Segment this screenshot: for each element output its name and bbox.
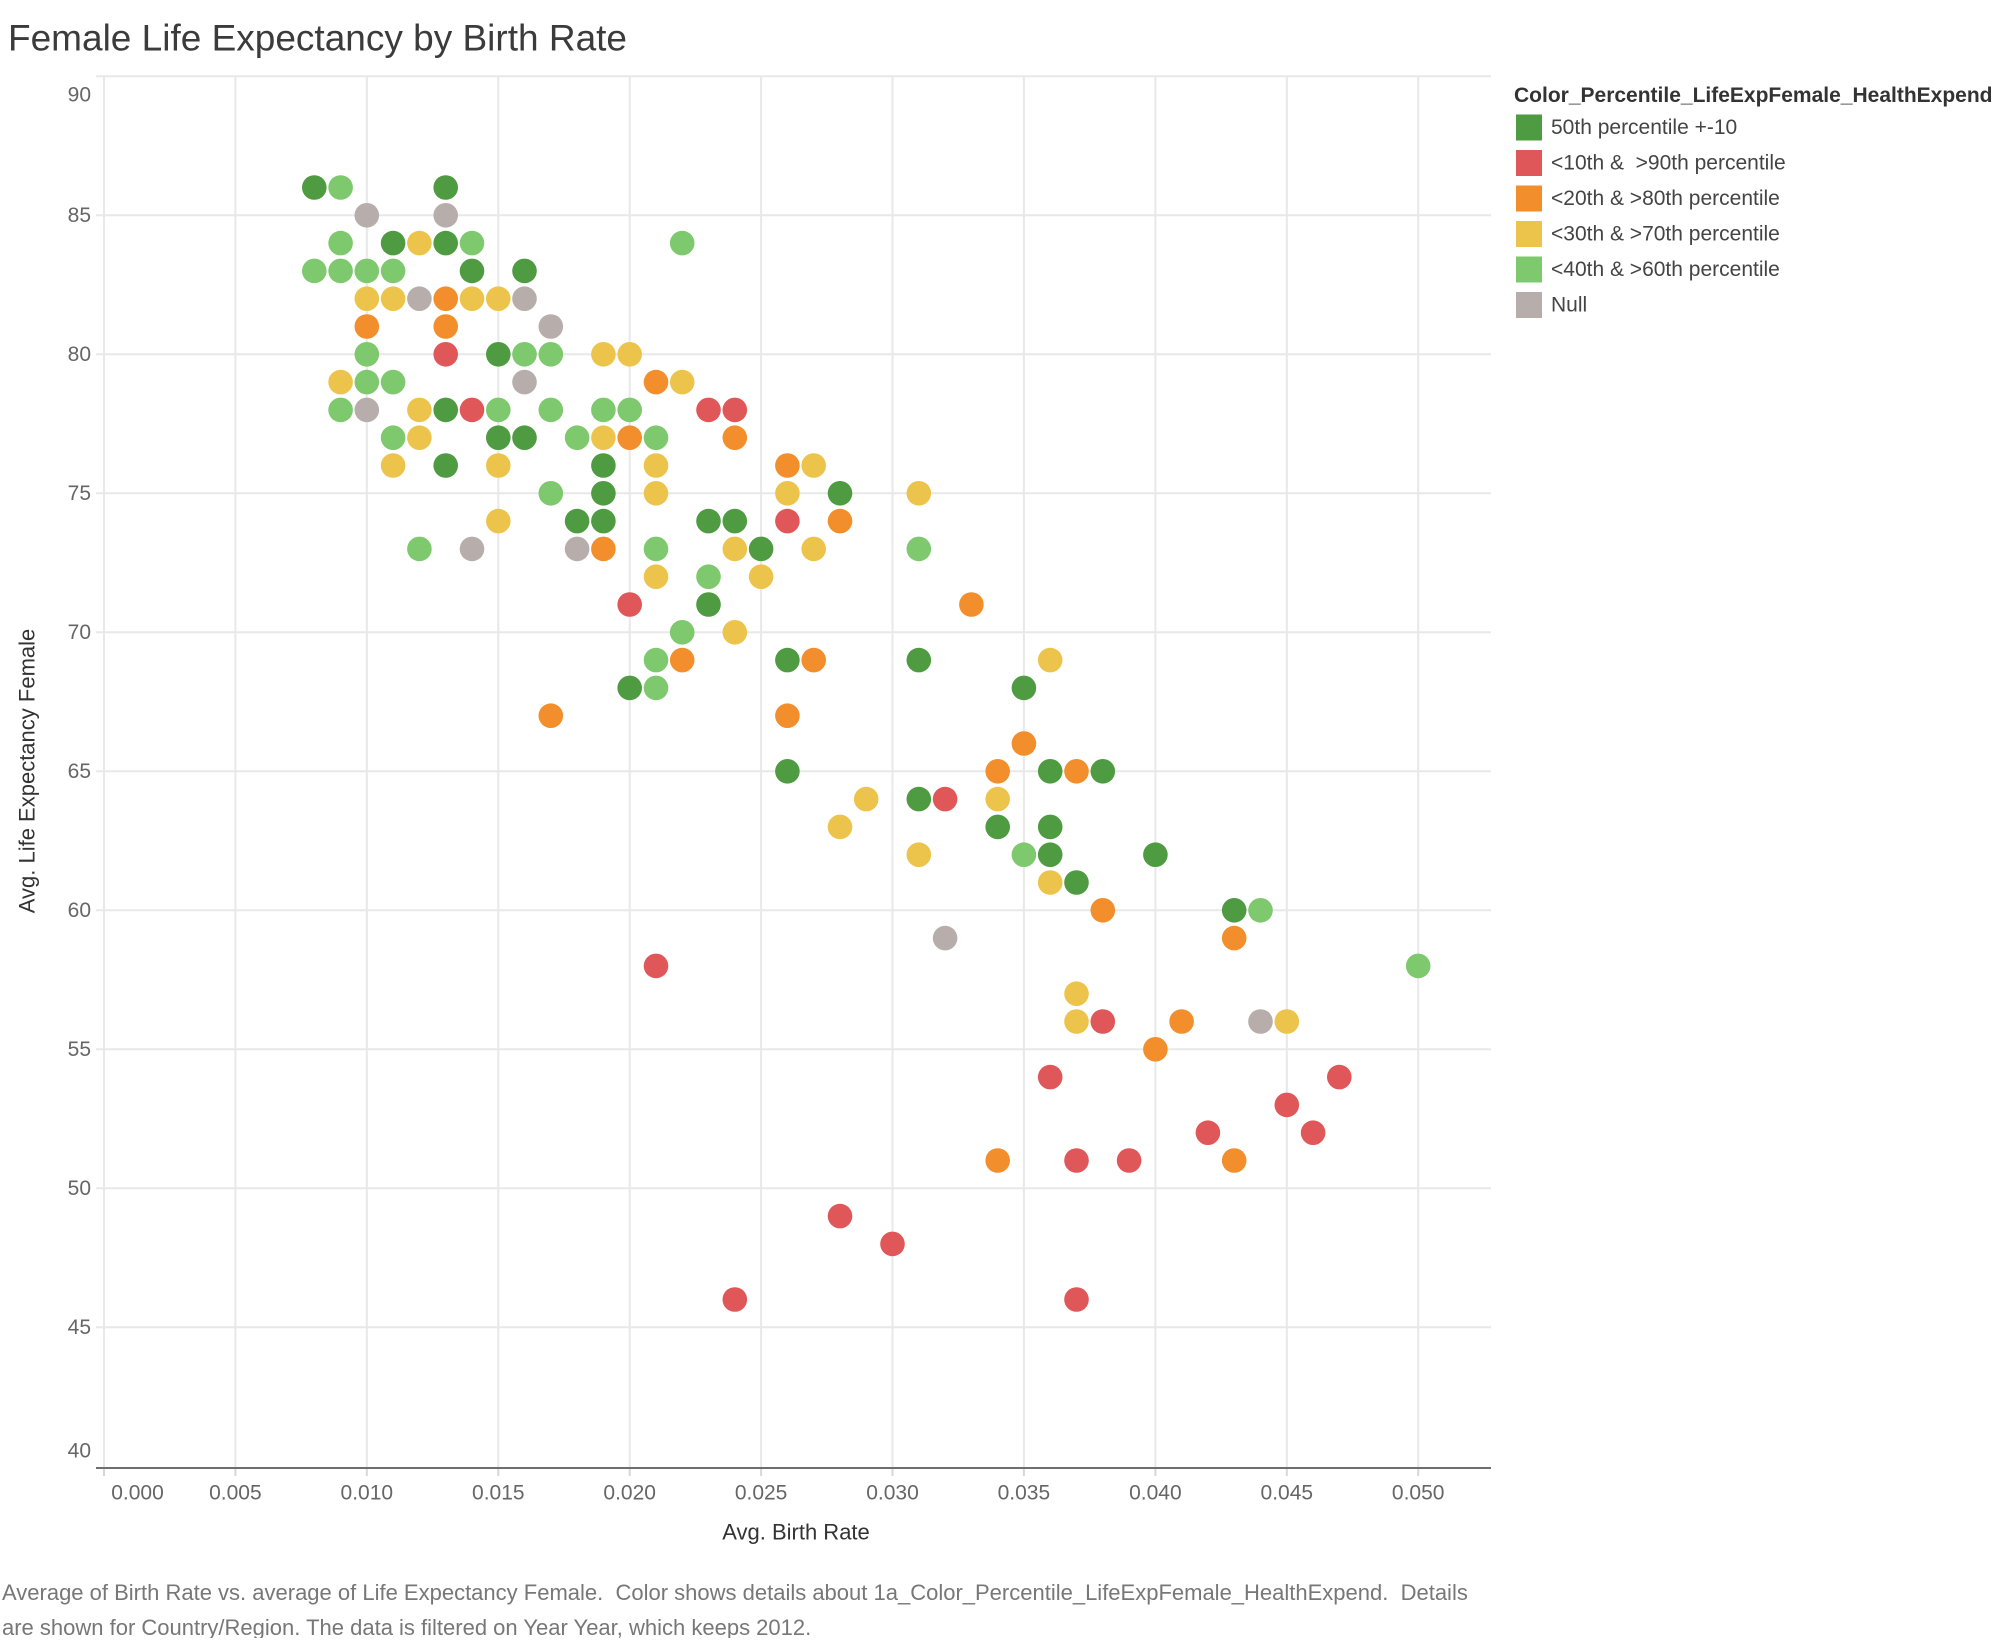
svg-text:0.030: 0.030: [866, 1482, 919, 1505]
svg-text:<30th & >70th percentile: <30th & >70th percentile: [1551, 223, 1780, 246]
svg-text:0.050: 0.050: [1392, 1482, 1445, 1505]
svg-text:0.035: 0.035: [998, 1482, 1051, 1505]
svg-text:75: 75: [68, 482, 91, 505]
svg-text:50th percentile +-10: 50th percentile +-10: [1551, 116, 1737, 139]
svg-text:45: 45: [68, 1316, 91, 1339]
svg-text:Avg. Life Expectancy Female: Avg. Life Expectancy Female: [15, 629, 40, 914]
svg-text:60: 60: [68, 899, 91, 922]
svg-text:are shown for Country/Region.: are shown for Country/Region. The data i…: [2, 1615, 811, 1638]
svg-text:80: 80: [68, 343, 91, 366]
svg-text:<10th & >90th percentile: <10th & >90th percentile: [1551, 152, 1786, 175]
svg-text:0.000: 0.000: [111, 1482, 164, 1505]
svg-text:<20th & >80th percentile: <20th & >80th percentile: [1551, 187, 1780, 210]
svg-text:90: 90: [68, 84, 91, 107]
svg-text:0.015: 0.015: [472, 1482, 525, 1505]
svg-text:70: 70: [68, 621, 91, 644]
svg-text:50: 50: [68, 1177, 91, 1200]
svg-text:0.005: 0.005: [209, 1482, 262, 1505]
svg-text:Average of Birth Rate vs. aver: Average of Birth Rate vs. average of Lif…: [2, 1580, 1468, 1605]
svg-text:Color_Percentile_LifeExpFemale: Color_Percentile_LifeExpFemale_HealthExp…: [1514, 84, 1993, 107]
svg-text:85: 85: [68, 204, 91, 227]
svg-text:Female Life Expectancy by Birt: Female Life Expectancy by Birth Rate: [8, 18, 627, 59]
svg-text:55: 55: [68, 1038, 91, 1061]
svg-text:0.020: 0.020: [603, 1482, 656, 1505]
svg-text:0.010: 0.010: [341, 1482, 394, 1505]
svg-text:0.040: 0.040: [1129, 1482, 1182, 1505]
svg-text:Null: Null: [1551, 294, 1587, 317]
svg-text:0.025: 0.025: [735, 1482, 788, 1505]
svg-text:<40th & >60th percentile: <40th & >60th percentile: [1551, 258, 1780, 281]
svg-text:Avg. Birth Rate: Avg. Birth Rate: [722, 1520, 870, 1545]
svg-text:40: 40: [68, 1440, 91, 1463]
svg-text:65: 65: [68, 760, 91, 783]
svg-text:0.045: 0.045: [1261, 1482, 1314, 1505]
